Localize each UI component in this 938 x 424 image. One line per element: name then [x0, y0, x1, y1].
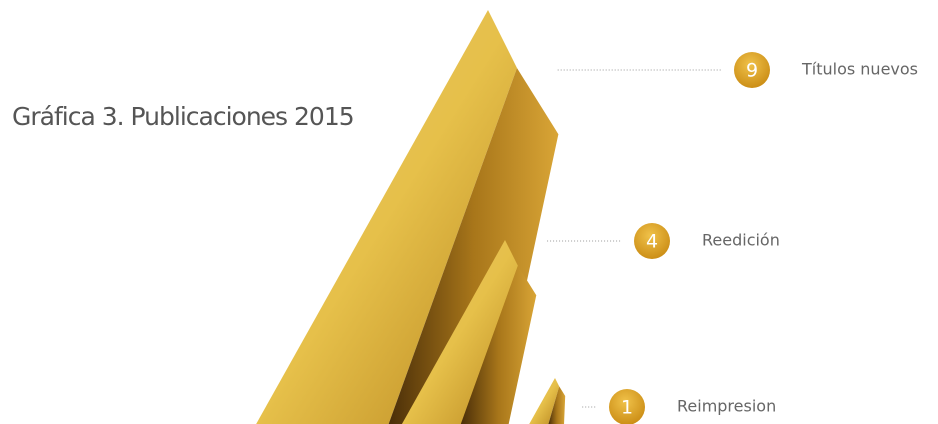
value-label: 1	[621, 397, 633, 419]
peak-side-face	[548, 386, 566, 424]
chart-title: Gráfica 3. Publicaciones 2015	[12, 102, 354, 131]
peak-front-face	[256, 10, 517, 424]
value-label: 4	[646, 231, 658, 253]
category-label: Reedición	[702, 231, 780, 250]
peak-side-face	[388, 67, 559, 424]
peak-front-face	[401, 240, 518, 424]
peak	[401, 240, 537, 424]
category-label: Títulos nuevos	[801, 60, 918, 79]
peak	[529, 378, 566, 424]
value-label: 9	[746, 60, 758, 82]
peak-front-face	[529, 378, 560, 424]
category-label: Reimpresion	[677, 397, 776, 416]
value-badge	[634, 223, 670, 259]
peak-side-face	[460, 265, 537, 424]
value-badge	[734, 52, 770, 88]
value-badge	[609, 389, 645, 424]
peak	[256, 10, 559, 424]
